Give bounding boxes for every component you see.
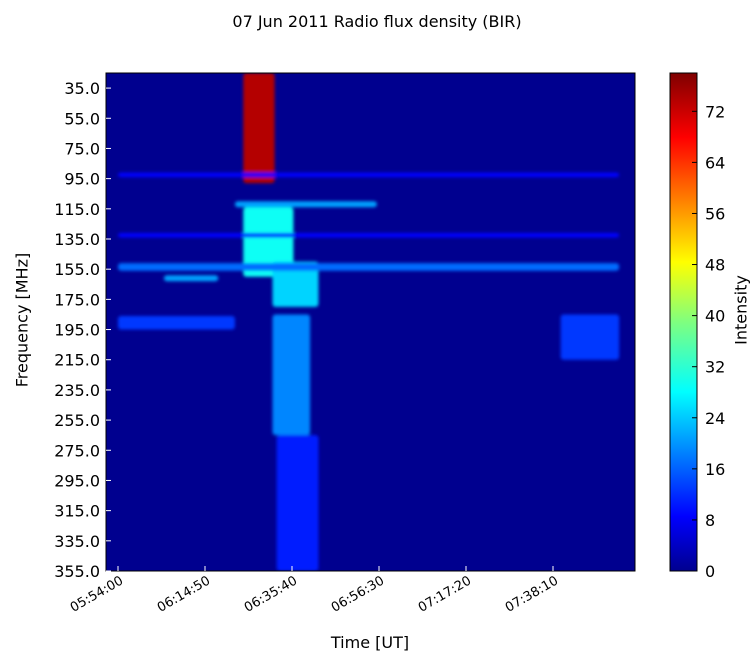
- y-tick-label: 95.0: [64, 170, 100, 189]
- burst-region-4: [272, 314, 311, 436]
- burst-region-7: [118, 172, 620, 178]
- colorbar-tick-label: 40: [705, 307, 725, 326]
- colorbar-tick-label: 64: [705, 153, 725, 172]
- colorbar-tick-label: 0: [705, 562, 715, 581]
- burst-region-5: [276, 435, 319, 571]
- burst-region-9: [163, 275, 219, 282]
- y-tick-label: 255.0: [54, 411, 100, 430]
- y-tick-label: 155.0: [54, 260, 100, 279]
- y-tick-label: 295.0: [54, 471, 100, 490]
- colorbar-tick-label: 56: [705, 204, 725, 223]
- colorbar-tick-label: 24: [705, 409, 725, 428]
- colorbar-tick-label: 48: [705, 256, 725, 275]
- burst-region-3: [272, 261, 319, 307]
- plot-frame: [105, 72, 636, 572]
- burst-region-10: [118, 315, 235, 330]
- x-tick-label: 06:56:30: [329, 573, 387, 615]
- burst-region-2: [243, 207, 294, 277]
- x-tick-label: 07:17:20: [416, 573, 474, 615]
- burst-region-6: [118, 263, 620, 271]
- burst-region-8: [118, 232, 620, 238]
- y-tick-label: 355.0: [54, 562, 100, 581]
- x-axis-label: Time [UT]: [330, 633, 410, 652]
- y-tick-label: 275.0: [54, 441, 100, 460]
- burst-region-11: [560, 314, 620, 360]
- burst-region-0: [243, 73, 275, 184]
- y-tick-label: 75.0: [64, 139, 100, 158]
- burst-region-1: [234, 201, 377, 208]
- y-tick-label: 315.0: [54, 502, 100, 521]
- x-tick-label: 06:14:50: [155, 573, 213, 615]
- chart-title: 07 Jun 2011 Radio flux density (BIR): [232, 12, 522, 31]
- y-tick-label: 135.0: [54, 230, 100, 249]
- colorbar-tick-label: 16: [705, 460, 725, 479]
- y-tick-label: 335.0: [54, 532, 100, 551]
- y-tick-label: 215.0: [54, 351, 100, 370]
- colorbar: [669, 72, 698, 572]
- y-tick-label: 115.0: [54, 200, 100, 219]
- colorbar-tick-label: 72: [705, 102, 725, 121]
- y-tick-label: 235.0: [54, 381, 100, 400]
- y-tick-label: 175.0: [54, 290, 100, 309]
- x-tick-label: 06:35:40: [242, 573, 300, 615]
- colorbar-tick-label: 32: [705, 358, 725, 377]
- colorbar-tick-label: 8: [705, 511, 715, 530]
- y-tick-label: 195.0: [54, 321, 100, 340]
- y-tick-label: 35.0: [64, 79, 100, 98]
- x-tick-label: 07:38:10: [503, 573, 561, 615]
- y-tick-label: 55.0: [64, 109, 100, 128]
